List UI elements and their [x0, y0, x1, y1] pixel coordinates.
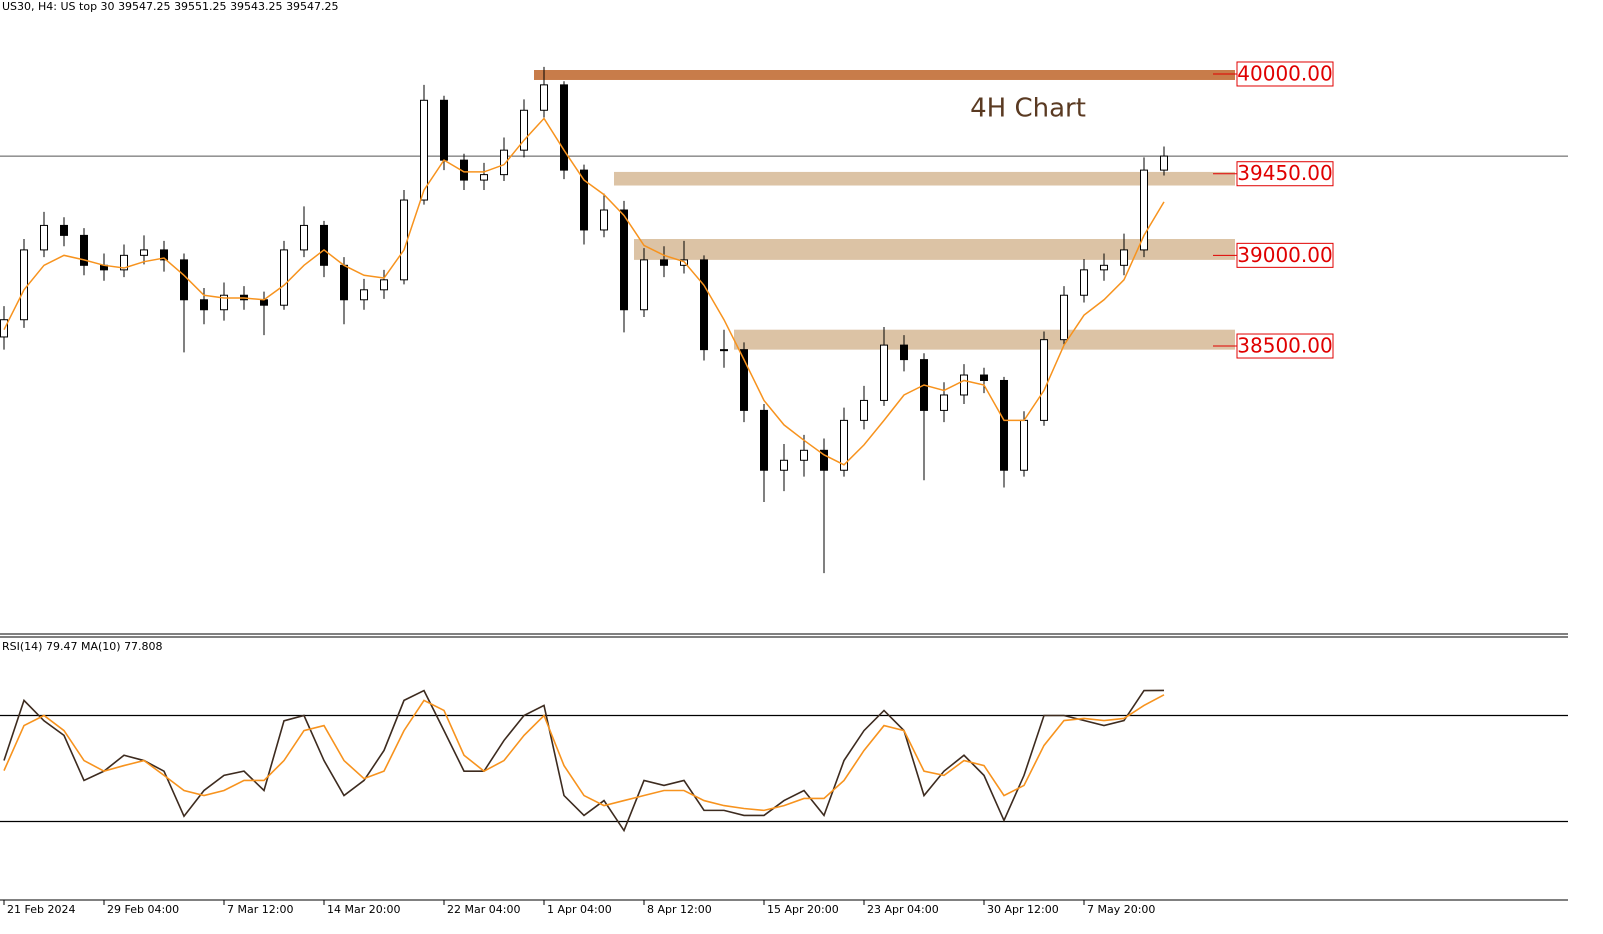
x-tick-label: 23 Apr 04:00 — [867, 903, 939, 916]
candle-body — [500, 149, 508, 176]
candle-body — [1120, 249, 1128, 266]
ma-last: 77.808 — [124, 640, 163, 653]
candle-body — [160, 249, 168, 261]
candle-body — [480, 174, 488, 181]
chart-header: US30, H4: US top 30 39547.25 39551.25 39… — [2, 0, 339, 13]
candle-body — [960, 374, 968, 396]
zone — [614, 171, 1235, 186]
candle-body — [260, 299, 268, 306]
candle-body — [1020, 419, 1028, 471]
x-tick-label: 8 Apr 12:00 — [647, 903, 712, 916]
rsi-last: 79.47 — [46, 640, 78, 653]
candle-body — [1160, 155, 1168, 171]
candle-body — [340, 264, 348, 301]
annotation: 4H Chart — [970, 94, 1086, 124]
level-label: 39000.00 — [1237, 243, 1332, 267]
level-label: 40000.00 — [1237, 61, 1332, 85]
low: 39543.25 — [230, 0, 283, 13]
candle-body — [400, 199, 408, 281]
description: US top 30 — [61, 0, 115, 13]
level-label: 38500.00 — [1237, 334, 1332, 358]
candle-body — [420, 99, 428, 201]
candle-body — [280, 249, 288, 306]
open: 39547.25 — [118, 0, 171, 13]
candle-body — [1060, 294, 1068, 341]
candle-body — [740, 349, 748, 411]
x-tick-label: 14 Mar 20:00 — [327, 903, 400, 916]
level-box — [1236, 242, 1334, 268]
candle-body — [780, 459, 788, 471]
zone — [534, 70, 1235, 80]
x-tick-label: 21 Feb 2024 — [7, 903, 75, 916]
candle-body — [600, 209, 608, 231]
candle-body — [620, 209, 628, 311]
zone — [734, 329, 1235, 350]
candle-body — [760, 409, 768, 471]
rsi-title: RSI(14) — [2, 640, 42, 653]
candle-body — [1040, 339, 1048, 421]
x-tick-label: 7 Mar 12:00 — [227, 903, 293, 916]
candle-body — [180, 259, 188, 301]
candle-body — [660, 259, 668, 266]
candle-body — [1000, 379, 1008, 471]
candle-body — [860, 399, 868, 421]
candle-body — [980, 374, 988, 381]
x-tick-label: 7 May 20:00 — [1087, 903, 1155, 916]
candle-body — [900, 344, 908, 361]
candle-body — [140, 249, 148, 256]
symbol: US30, H4: — [2, 0, 57, 13]
zone — [634, 239, 1235, 260]
candle-body — [560, 84, 568, 171]
candle-body — [1100, 264, 1108, 271]
candle-body — [800, 449, 808, 461]
candle-body — [80, 234, 88, 266]
level-box — [1236, 161, 1334, 187]
candle-body — [1080, 269, 1088, 296]
candle-body — [1140, 169, 1148, 251]
rsi-ma-line — [3, 694, 1165, 812]
candle-body — [20, 249, 28, 321]
candle-body — [580, 169, 588, 231]
x-tick-label: 1 Apr 04:00 — [547, 903, 612, 916]
candle-body — [220, 294, 228, 311]
candle-body — [440, 99, 448, 161]
candle-body — [820, 449, 828, 471]
candle-body — [520, 109, 528, 151]
candle-body — [720, 349, 728, 352]
level-box — [1236, 61, 1334, 87]
x-tick-label: 30 Apr 12:00 — [987, 903, 1059, 916]
rsi-header: RSI(14) 79.47 MA(10) 77.808 — [2, 640, 163, 653]
ma-title: MA(10) — [81, 640, 121, 653]
candle-body — [40, 224, 48, 251]
moving-average — [3, 117, 1165, 466]
candle-body — [840, 419, 848, 471]
level-box — [1236, 333, 1334, 359]
candle-body — [540, 84, 548, 111]
level-label: 39450.00 — [1237, 161, 1332, 185]
x-tick-label: 29 Feb 04:00 — [107, 903, 179, 916]
candle-body — [640, 259, 648, 311]
candle-body — [120, 254, 128, 271]
candle-body — [880, 344, 888, 401]
candle-body — [940, 394, 948, 411]
candle-body — [300, 224, 308, 251]
x-tick-label: 15 Apr 20:00 — [767, 903, 839, 916]
x-tick-label: 22 Mar 04:00 — [447, 903, 520, 916]
candle-body — [200, 299, 208, 311]
high: 39551.25 — [174, 0, 227, 13]
candle-body — [380, 279, 388, 291]
close: 39547.25 — [286, 0, 339, 13]
candle-body — [700, 259, 708, 351]
candle-body — [60, 224, 68, 236]
candle-body — [360, 289, 368, 301]
candle-body — [320, 224, 328, 266]
